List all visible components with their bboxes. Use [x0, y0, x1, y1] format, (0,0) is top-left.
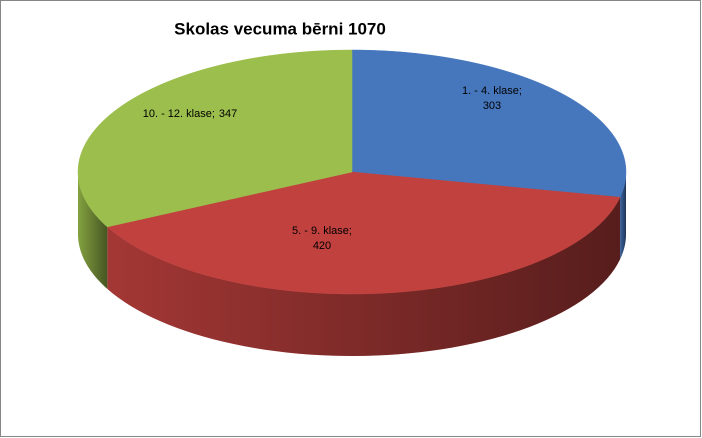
data-label: 5. - 9. klase; 420: [292, 225, 352, 252]
label-category: 5. - 9. klase;: [292, 225, 352, 237]
data-label: 1. - 4. klase; 303: [462, 85, 522, 112]
label-value: 303: [483, 100, 501, 112]
pie-slice: [351, 49, 627, 198]
pie-slice: [77, 49, 353, 228]
label-value: 420: [313, 240, 331, 252]
pie-slice: [106, 171, 621, 295]
label-value: 347: [219, 108, 237, 120]
pie-side-shade: [107, 197, 621, 356]
pie-side-shade: [620, 172, 626, 260]
label-category: 1. - 4. klase;: [462, 85, 522, 97]
chart-title: Skolas vecuma bērni 1070: [174, 19, 386, 38]
data-label: 10. - 12. klase; 347: [143, 108, 238, 120]
label-category: 10. - 12. klase;: [143, 108, 215, 120]
pie-side-shade: [78, 172, 108, 289]
